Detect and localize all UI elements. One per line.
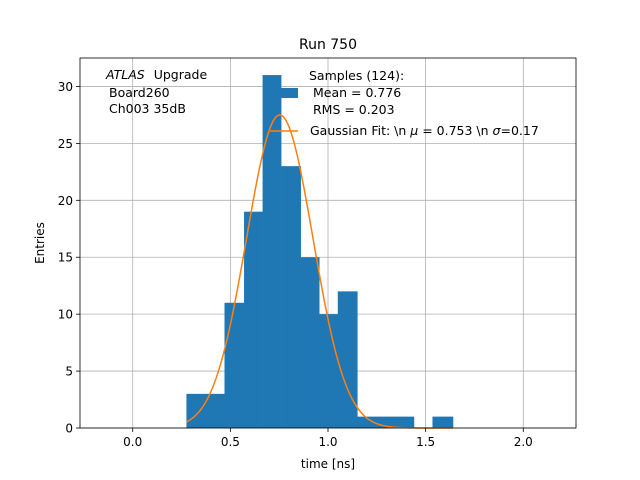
x-tick-label: 1.5 bbox=[416, 435, 435, 449]
x-tick-label: 0.5 bbox=[221, 435, 240, 449]
y-tick-label: 0 bbox=[65, 422, 73, 436]
y-tick-label: 30 bbox=[58, 80, 73, 94]
histogram-bar bbox=[394, 416, 415, 428]
histogram-bar bbox=[205, 393, 225, 428]
annotation-upgrade: Upgrade bbox=[154, 67, 208, 82]
legend-samples-title: Samples (124): bbox=[309, 68, 404, 83]
histogram-bar bbox=[281, 166, 301, 428]
atlas-annotation: ATLAS Upgrade Board260 Ch003 35dB bbox=[105, 67, 207, 116]
y-tick-label: 15 bbox=[58, 251, 73, 265]
histogram-bar bbox=[224, 302, 245, 428]
legend-samples-mean: Mean = 0.776 bbox=[309, 85, 401, 100]
legend: Samples (124): Mean = 0.776 RMS = 0.203 … bbox=[270, 68, 539, 138]
annotation-board: Board260 bbox=[109, 85, 170, 100]
histogram-bar bbox=[375, 416, 395, 428]
legend-samples-swatch bbox=[270, 88, 298, 98]
x-tick-label: 0.0 bbox=[123, 435, 142, 449]
y-axis-ticks: 0 5 10 15 20 25 30 bbox=[58, 80, 80, 436]
histogram-bar bbox=[300, 257, 320, 428]
legend-samples-rms: RMS = 0.203 bbox=[309, 102, 395, 117]
histogram-bar bbox=[337, 291, 358, 428]
annotation-channel: Ch003 35dB bbox=[109, 101, 186, 116]
x-tick-label: 1.0 bbox=[318, 435, 337, 449]
x-axis-label: time [ns] bbox=[301, 457, 355, 471]
annotation-atlas: ATLAS bbox=[105, 67, 145, 82]
legend-fit-label: Gaussian Fit: \n μ = 0.753 \n σ=0.17 bbox=[310, 123, 539, 138]
y-tick-label: 20 bbox=[58, 194, 73, 208]
histogram-bar bbox=[319, 314, 339, 428]
histogram-bar bbox=[432, 416, 454, 428]
histogram-bar bbox=[357, 416, 377, 428]
chart-title: Run 750 bbox=[299, 37, 357, 53]
svg-text:ATLAS Upgrade: ATLAS Upgrade bbox=[105, 67, 207, 82]
histogram-bar bbox=[244, 211, 263, 428]
x-axis-ticks: 0.0 0.5 1.0 1.5 2.0 bbox=[123, 428, 533, 449]
y-tick-label: 10 bbox=[58, 308, 73, 322]
y-tick-label: 5 bbox=[65, 365, 73, 379]
histogram-bar bbox=[186, 393, 206, 428]
histogram-bar bbox=[262, 75, 282, 429]
y-axis-label: Entries bbox=[33, 222, 47, 264]
x-tick-label: 2.0 bbox=[514, 435, 533, 449]
y-tick-label: 25 bbox=[58, 137, 73, 151]
